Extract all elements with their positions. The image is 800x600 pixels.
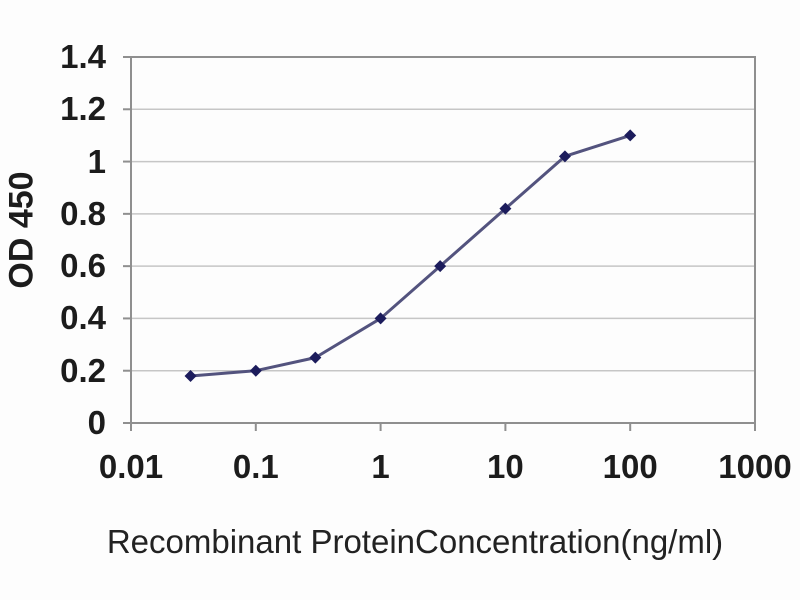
data-point-marker bbox=[184, 369, 197, 382]
y-tick-label: 0.2 bbox=[60, 351, 106, 389]
x-tick-label: 10 bbox=[487, 448, 524, 485]
x-tick-label: 0.01 bbox=[98, 448, 164, 485]
data-point-marker bbox=[249, 364, 262, 377]
data-point-marker bbox=[499, 202, 512, 215]
y-tick-label: 1 bbox=[87, 142, 106, 180]
y-tick-label: 0.6 bbox=[60, 247, 106, 285]
y-axis-title: OD 450 bbox=[2, 171, 41, 289]
y-tick-label: 0 bbox=[87, 404, 106, 441]
x-tick-label: 1 bbox=[371, 448, 390, 485]
x-tick-label: 1000 bbox=[718, 448, 792, 485]
y-tick-label: 1.4 bbox=[60, 38, 106, 75]
data-point-marker bbox=[558, 150, 571, 163]
series-line bbox=[190, 134, 631, 378]
data-point-marker bbox=[374, 312, 387, 325]
y-tick-label: 0.8 bbox=[60, 194, 106, 232]
data-point-marker bbox=[624, 129, 637, 142]
data-point-marker bbox=[309, 351, 322, 364]
y-tick-label: 1.2 bbox=[60, 90, 106, 128]
y-tick-label: 0.4 bbox=[60, 299, 106, 337]
x-axis-title: Recombinant ProteinConcentration(ng/ml) bbox=[106, 523, 724, 560]
plot-frame bbox=[130, 56, 756, 424]
x-tick-label: 100 bbox=[602, 448, 658, 485]
data-point-marker bbox=[434, 260, 447, 273]
x-tick-label: 0.1 bbox=[232, 448, 279, 485]
